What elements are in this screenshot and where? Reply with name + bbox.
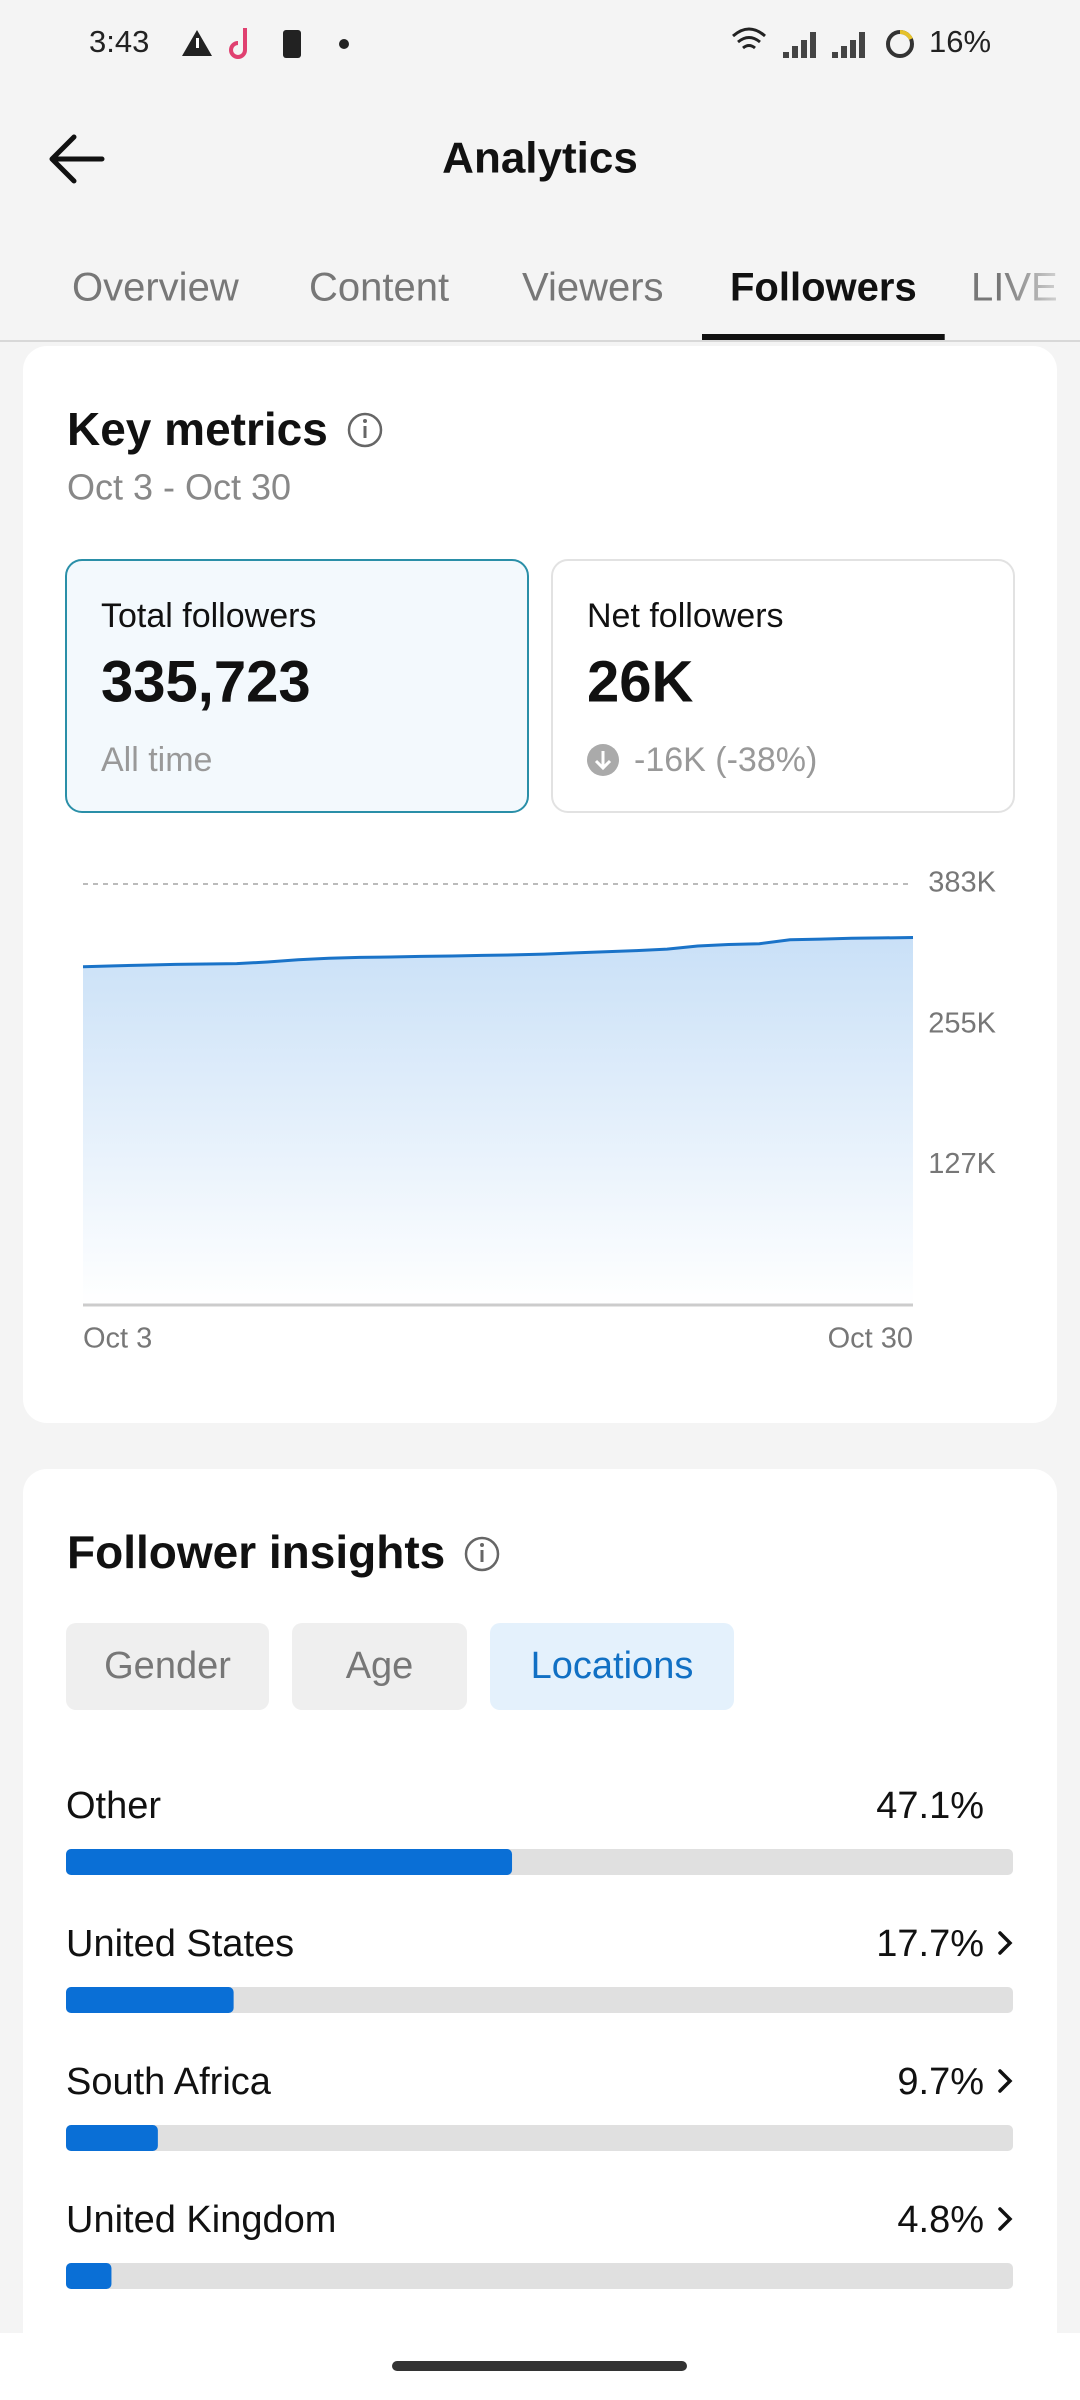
bar-track: [66, 2263, 1013, 2289]
tab-underline: [702, 334, 945, 340]
area: [83, 937, 913, 1305]
battery-percent: 16%: [929, 24, 991, 59]
tiktok-icon: [229, 28, 247, 59]
location-percent: 9.7%: [897, 2061, 984, 2103]
info-dot: [480, 1543, 484, 1547]
signal-icon: [783, 32, 816, 58]
section-title: Key metrics: [67, 403, 328, 455]
back-button[interactable]: [49, 134, 105, 184]
bar: [66, 2125, 158, 2151]
location-bars: Other 47.1% United States 17.7% South Africa…: [66, 1785, 1013, 2289]
metric-label: Net followers: [587, 597, 784, 635]
y-tick-label: 127K: [928, 1148, 996, 1180]
info-stem: [363, 426, 367, 438]
line-chart: 383K 255K 127K Oct 3 Oct 30: [82, 867, 997, 1355]
bar: [66, 2263, 112, 2289]
location-name: South Africa: [66, 2061, 272, 2103]
filter-pill[interactable]: [292, 1623, 467, 1710]
filter-pill[interactable]: [490, 1623, 734, 1710]
y-tick-label: 255K: [928, 1007, 996, 1039]
x-tick-label: Oct 30: [828, 1323, 913, 1355]
tab[interactable]: Followers: [730, 266, 917, 310]
bar: [66, 1987, 234, 2013]
location-name: Other: [66, 1785, 161, 1827]
info-icon[interactable]: [464, 1536, 500, 1572]
tab-divider: [0, 340, 1080, 342]
line: [82, 936, 914, 969]
filter-pills: Gender Age Locations: [66, 1623, 734, 1710]
y-tick-label: 383K: [928, 867, 996, 899]
bar: [66, 1849, 513, 1875]
filter-label: Age: [346, 1645, 414, 1687]
location-name: United States: [66, 1923, 294, 1965]
date-range: Oct 3 - Oct 30: [67, 467, 291, 508]
section-title: Follower insights: [67, 1526, 445, 1578]
tab-fade: [1000, 250, 1080, 330]
x-tick-label: Oct 3: [83, 1323, 152, 1355]
status-bar: 3:43 16%: [89, 24, 991, 59]
metric-note: -16K (-38%): [634, 741, 817, 779]
info-dot: [363, 419, 367, 423]
filter-pill[interactable]: [66, 1623, 269, 1710]
location-percent: 4.8%: [897, 2199, 984, 2241]
metric-note: All time: [101, 741, 212, 779]
location-percent: 47.1%: [876, 1785, 984, 1827]
battery-small-icon: [283, 30, 301, 58]
bar-track: [66, 1987, 1013, 2013]
tab[interactable]: Content: [309, 266, 449, 310]
wifi-icon: [732, 27, 766, 50]
metric-label: Total followers: [101, 597, 316, 635]
info-circle: [464, 1536, 500, 1572]
tab[interactable]: Viewers: [522, 266, 664, 310]
page-title: Analytics: [442, 134, 638, 183]
metric-cards: Total followers 335,723 All time Net follow…: [65, 559, 1015, 813]
status-time: 3:43: [89, 24, 149, 59]
filter-label: Locations: [531, 1645, 694, 1687]
tab[interactable]: Overview: [72, 266, 239, 310]
location-percent: 17.7%: [876, 1923, 984, 1965]
metric-card[interactable]: [551, 559, 1015, 813]
down-arrow: [594, 751, 612, 771]
tab-bar: OverviewContentViewersFollowersLIVE: [72, 266, 1058, 340]
row-chevrons: [998, 1931, 1013, 2231]
info-icon[interactable]: [347, 412, 383, 448]
location-name: United Kingdom: [66, 2199, 336, 2241]
info-circle: [347, 412, 383, 448]
metric-value: 335,723: [101, 649, 311, 714]
home-indicator[interactable]: [392, 2361, 687, 2371]
metric-card[interactable]: [65, 559, 529, 813]
bar-track: [66, 2125, 1013, 2151]
dot-icon: [339, 39, 349, 49]
filter-label: Gender: [104, 1645, 231, 1687]
battery-ring-level: [899, 29, 913, 41]
signal-icon-2: [832, 32, 865, 58]
info-stem: [480, 1550, 484, 1562]
metric-value: 26K: [587, 649, 694, 714]
warning-mark: [196, 38, 199, 48]
